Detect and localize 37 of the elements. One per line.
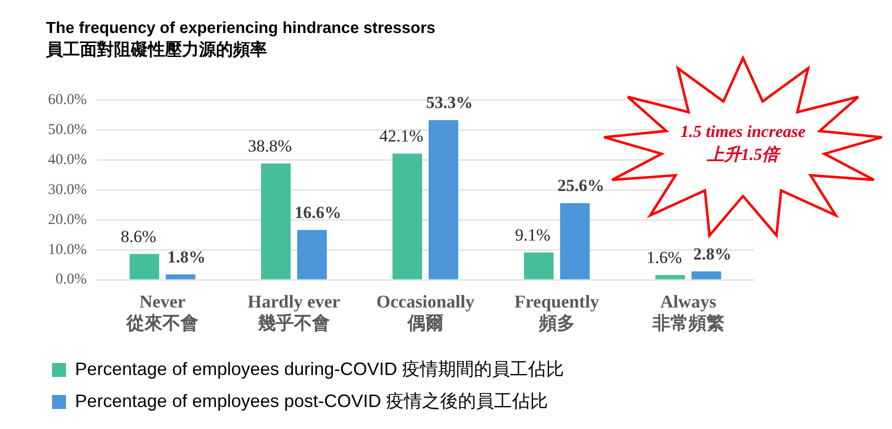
bar — [297, 230, 327, 280]
bar — [130, 254, 160, 280]
y-tick-label: 60.0% — [48, 92, 87, 108]
bar — [392, 154, 422, 280]
legend-label: Percentage of employees post-COVID 疫情之後的員工佔比 — [75, 390, 548, 411]
y-tick-label: 10.0% — [48, 242, 87, 258]
bar — [655, 275, 686, 280]
chart-subtitle: 員工面對阻礙性壓力源的頻率 — [46, 39, 268, 61]
bar — [692, 271, 722, 280]
x-tick-label: Always 非常頻繁 — [651, 291, 724, 333]
x-tick-label: Hardly ever 幾乎不會 — [248, 291, 340, 333]
bar — [524, 252, 554, 280]
data-label: 1.8% — [167, 247, 206, 266]
legend-label: Percentage of employees during-COVID 疫情期間的員工佔比 — [75, 358, 564, 379]
y-tick-label: 50.0% — [48, 122, 87, 138]
y-tick-label: 30.0% — [48, 182, 87, 198]
x-tick-label: Occasionally 偶爾 — [376, 291, 474, 333]
data-label: 2.8% — [693, 244, 732, 264]
data-label: 8.6% — [120, 226, 156, 246]
x-tick-label: Frequently 頻多 — [514, 291, 600, 333]
y-tick-label: 40.0% — [48, 152, 87, 168]
data-label: 9.1% — [515, 226, 550, 244]
bar — [428, 120, 458, 280]
data-label: 38.8% — [248, 136, 292, 156]
data-label: 1.6% — [646, 248, 682, 267]
data-label: 42.1% — [379, 126, 424, 146]
data-label: 16.6% — [294, 202, 342, 222]
bar — [560, 203, 590, 280]
x-tick-label: Never 從來不會 — [125, 291, 198, 333]
bar — [166, 274, 196, 280]
data-label: 25.6% — [558, 176, 604, 195]
y-tick-label: 20.0% — [48, 212, 87, 228]
bar — [261, 164, 291, 280]
annotation: 1.5 times increase 上升1.5倍 — [679, 121, 807, 166]
y-tick-label: 0.0% — [55, 272, 87, 288]
chart-title: The frequency of experiencing hindrance stressors — [46, 20, 436, 38]
data-label: 53.3% — [426, 92, 473, 112]
